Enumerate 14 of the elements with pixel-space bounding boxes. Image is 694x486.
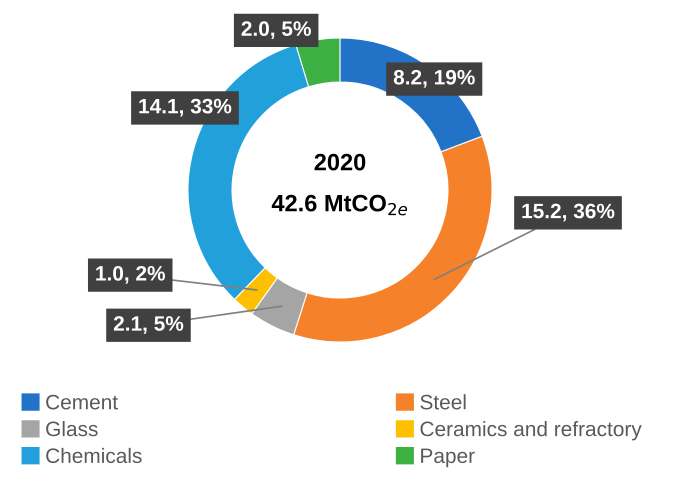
data-label: 2.1, 5%	[114, 316, 184, 334]
text: 2020	[314, 154, 366, 170]
legend-label: Ceramics and refractory	[420, 421, 642, 440]
legend-label: Steel	[420, 394, 466, 410]
legend-label: Paper	[421, 448, 475, 468]
data-label: 2.0, 5%	[242, 21, 311, 40]
data-label: 8.2, 19%	[394, 70, 475, 88]
data-label: 15.2, 36%	[522, 204, 614, 222]
data-label: 1.0, 2%	[96, 266, 166, 284]
text: 42.6 MtCO$_{2e}$	[272, 194, 408, 216]
legend-label: Glass	[46, 421, 98, 436]
legend-label: Cement	[46, 394, 118, 410]
data-label: 14.1, 33%	[139, 98, 232, 117]
legend-label: Chemicals	[46, 448, 142, 464]
